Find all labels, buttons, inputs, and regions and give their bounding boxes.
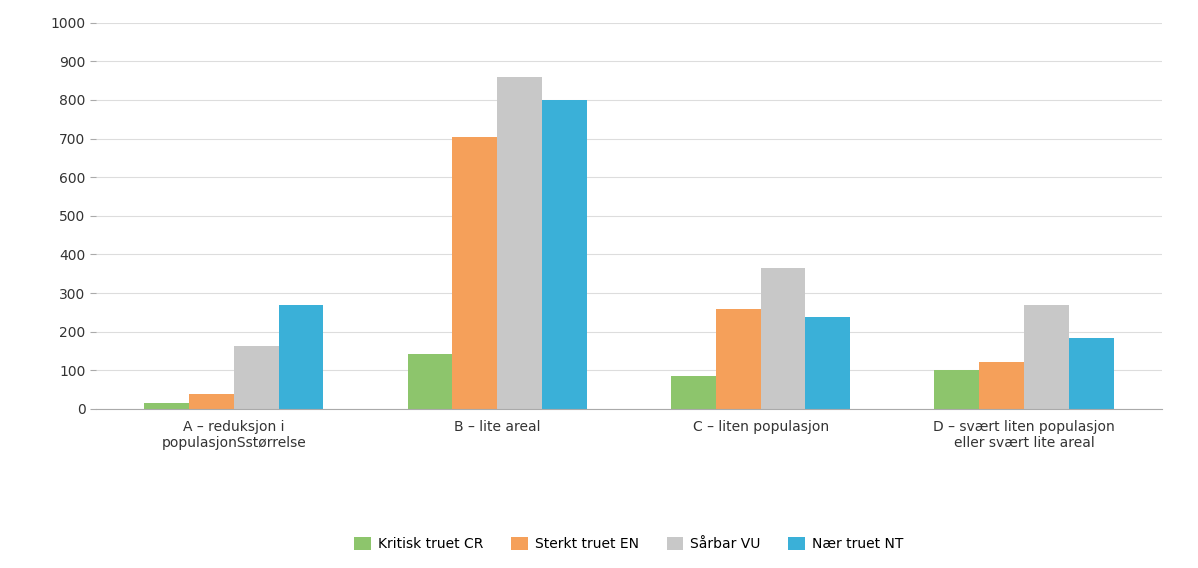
Bar: [453, 137, 497, 409]
Bar: [541, 100, 587, 409]
Bar: [234, 346, 279, 409]
Bar: [497, 77, 541, 409]
Bar: [1069, 337, 1114, 409]
Bar: [934, 370, 979, 409]
Bar: [189, 394, 234, 409]
Bar: [671, 376, 716, 409]
Legend: Kritisk truet CR, Sterkt truet EN, Sårbar VU, Nær truet NT: Kritisk truet CR, Sterkt truet EN, Sårba…: [349, 532, 909, 557]
Bar: [144, 403, 189, 409]
Bar: [1024, 304, 1069, 409]
Bar: [407, 354, 453, 409]
Bar: [279, 306, 323, 409]
Bar: [761, 268, 805, 409]
Bar: [716, 308, 761, 409]
Bar: [805, 318, 851, 409]
Bar: [979, 362, 1024, 409]
